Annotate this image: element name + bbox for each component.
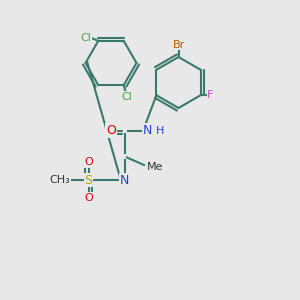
Text: O: O bbox=[84, 157, 93, 167]
Text: O: O bbox=[106, 124, 116, 137]
Text: N: N bbox=[120, 173, 129, 187]
Text: H: H bbox=[156, 125, 164, 136]
Text: O: O bbox=[84, 193, 93, 203]
Text: Br: Br bbox=[172, 40, 184, 50]
Text: Cl: Cl bbox=[81, 33, 92, 43]
Text: CH₃: CH₃ bbox=[50, 175, 70, 185]
Text: Me: Me bbox=[146, 161, 163, 172]
Text: F: F bbox=[207, 90, 214, 100]
Text: S: S bbox=[85, 173, 92, 187]
Text: Cl: Cl bbox=[121, 92, 132, 102]
Text: N: N bbox=[142, 124, 152, 137]
